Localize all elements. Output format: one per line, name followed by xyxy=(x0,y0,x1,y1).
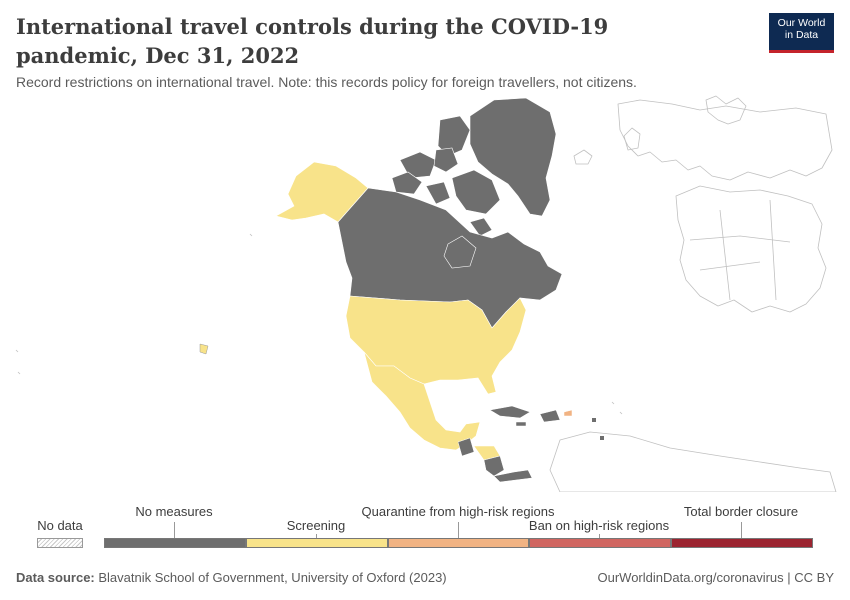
europe-outline xyxy=(617,99,833,181)
canadian-arctic-islands xyxy=(391,115,501,237)
legend-label-quarantine: Quarantine from high-risk regions xyxy=(361,504,555,519)
chart-title: International travel controls during the… xyxy=(16,14,609,68)
legend-tick xyxy=(458,522,459,538)
legend-label-no-measures: No measures xyxy=(135,504,213,519)
greenland xyxy=(469,97,557,217)
legend-swatch-screening[interactable] xyxy=(246,538,388,548)
lesser-antilles xyxy=(592,418,604,440)
logo-line-1: Our World xyxy=(777,17,826,29)
legend-tick xyxy=(599,534,600,538)
legend-label-closure: Total border closure xyxy=(683,504,799,519)
footer-credit[interactable]: OurWorldinData.org/coronavirus | CC BY xyxy=(597,570,834,585)
central-america-south xyxy=(493,469,533,483)
south-america-outline xyxy=(549,431,837,492)
owid-logo[interactable]: Our World in Data xyxy=(769,13,834,53)
mexico xyxy=(363,351,481,451)
legend-swatch-no-measures[interactable] xyxy=(104,538,246,548)
alaska xyxy=(275,161,369,223)
africa-outline xyxy=(675,185,827,313)
chart-subtitle: Record restrictions on international tra… xyxy=(16,74,637,90)
iceland-outline xyxy=(573,149,593,165)
cuba xyxy=(489,405,531,419)
legend-no-data-label: No data xyxy=(37,518,83,533)
hispaniola xyxy=(539,409,561,423)
pacific-islands xyxy=(15,233,623,415)
legend-label-ban: Ban on high-risk regions xyxy=(528,518,670,533)
uk-outline xyxy=(623,127,641,151)
data-source: Data source: Blavatnik School of Governm… xyxy=(16,570,447,585)
legend-label-screening: Screening xyxy=(286,518,346,533)
nicaragua xyxy=(483,455,505,477)
data-source-text: Blavatnik School of Government, Universi… xyxy=(98,570,447,585)
jamaica xyxy=(515,421,527,427)
legend-swatch-ban[interactable] xyxy=(529,538,671,548)
africa-borders xyxy=(689,199,791,301)
legend-tick xyxy=(741,522,742,538)
canada xyxy=(337,187,563,329)
guatemala xyxy=(457,437,475,457)
scandinavia-outline xyxy=(705,95,747,125)
choropleth-map xyxy=(15,95,837,492)
legend-swatch-closure[interactable] xyxy=(671,538,813,548)
legend-tick xyxy=(174,522,175,538)
legend-swatch-no-data[interactable] xyxy=(37,538,83,548)
map-legend: No data No measures Screening Quarantine… xyxy=(0,500,850,560)
hawaii xyxy=(199,343,209,355)
legend-tick xyxy=(316,534,317,538)
logo-line-2: in Data xyxy=(784,29,819,41)
puerto-rico xyxy=(563,409,573,417)
data-source-label: Data source: xyxy=(16,570,95,585)
legend-swatch-quarantine[interactable] xyxy=(388,538,529,548)
